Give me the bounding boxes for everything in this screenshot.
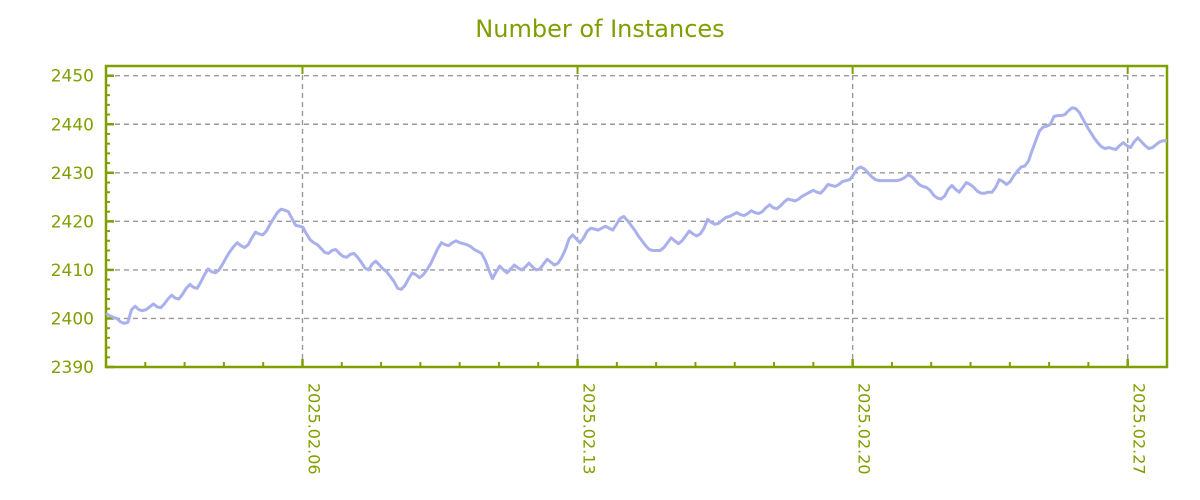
y-gridlines bbox=[106, 75, 1167, 368]
y-tick-label: 2420 bbox=[51, 212, 94, 232]
y-tick-label: 2390 bbox=[51, 358, 94, 378]
x-tick-label: 2025.02.06 bbox=[304, 383, 323, 475]
data-series-line bbox=[105, 106, 1167, 325]
x-gridlines bbox=[301, 66, 1129, 367]
x-major-tick-marks bbox=[301, 359, 1129, 367]
y-tick-label: 2410 bbox=[51, 261, 94, 281]
y-tick-label: 2450 bbox=[51, 67, 94, 87]
x-tick-label: 2025.02.27 bbox=[1130, 383, 1149, 475]
y-tick-label: 2400 bbox=[51, 309, 94, 329]
x-axis-tick-labels: 2025.02.06 2025.02.13 2025.02.20 2025.02.27 bbox=[304, 383, 1148, 475]
x-tick-label: 2025.02.13 bbox=[580, 383, 599, 475]
y-tick-label: 2430 bbox=[51, 164, 94, 184]
y-axis-tick-labels: 2390 2400 2410 2420 2430 2440 2450 bbox=[51, 67, 94, 378]
plot-area-border bbox=[104, 64, 1169, 369]
y-tick-label: 2440 bbox=[51, 115, 94, 135]
chart-title: Number of Instances bbox=[475, 15, 725, 43]
x-tick-label: 2025.02.20 bbox=[855, 383, 874, 475]
x-tick-marks bbox=[105, 66, 1168, 367]
